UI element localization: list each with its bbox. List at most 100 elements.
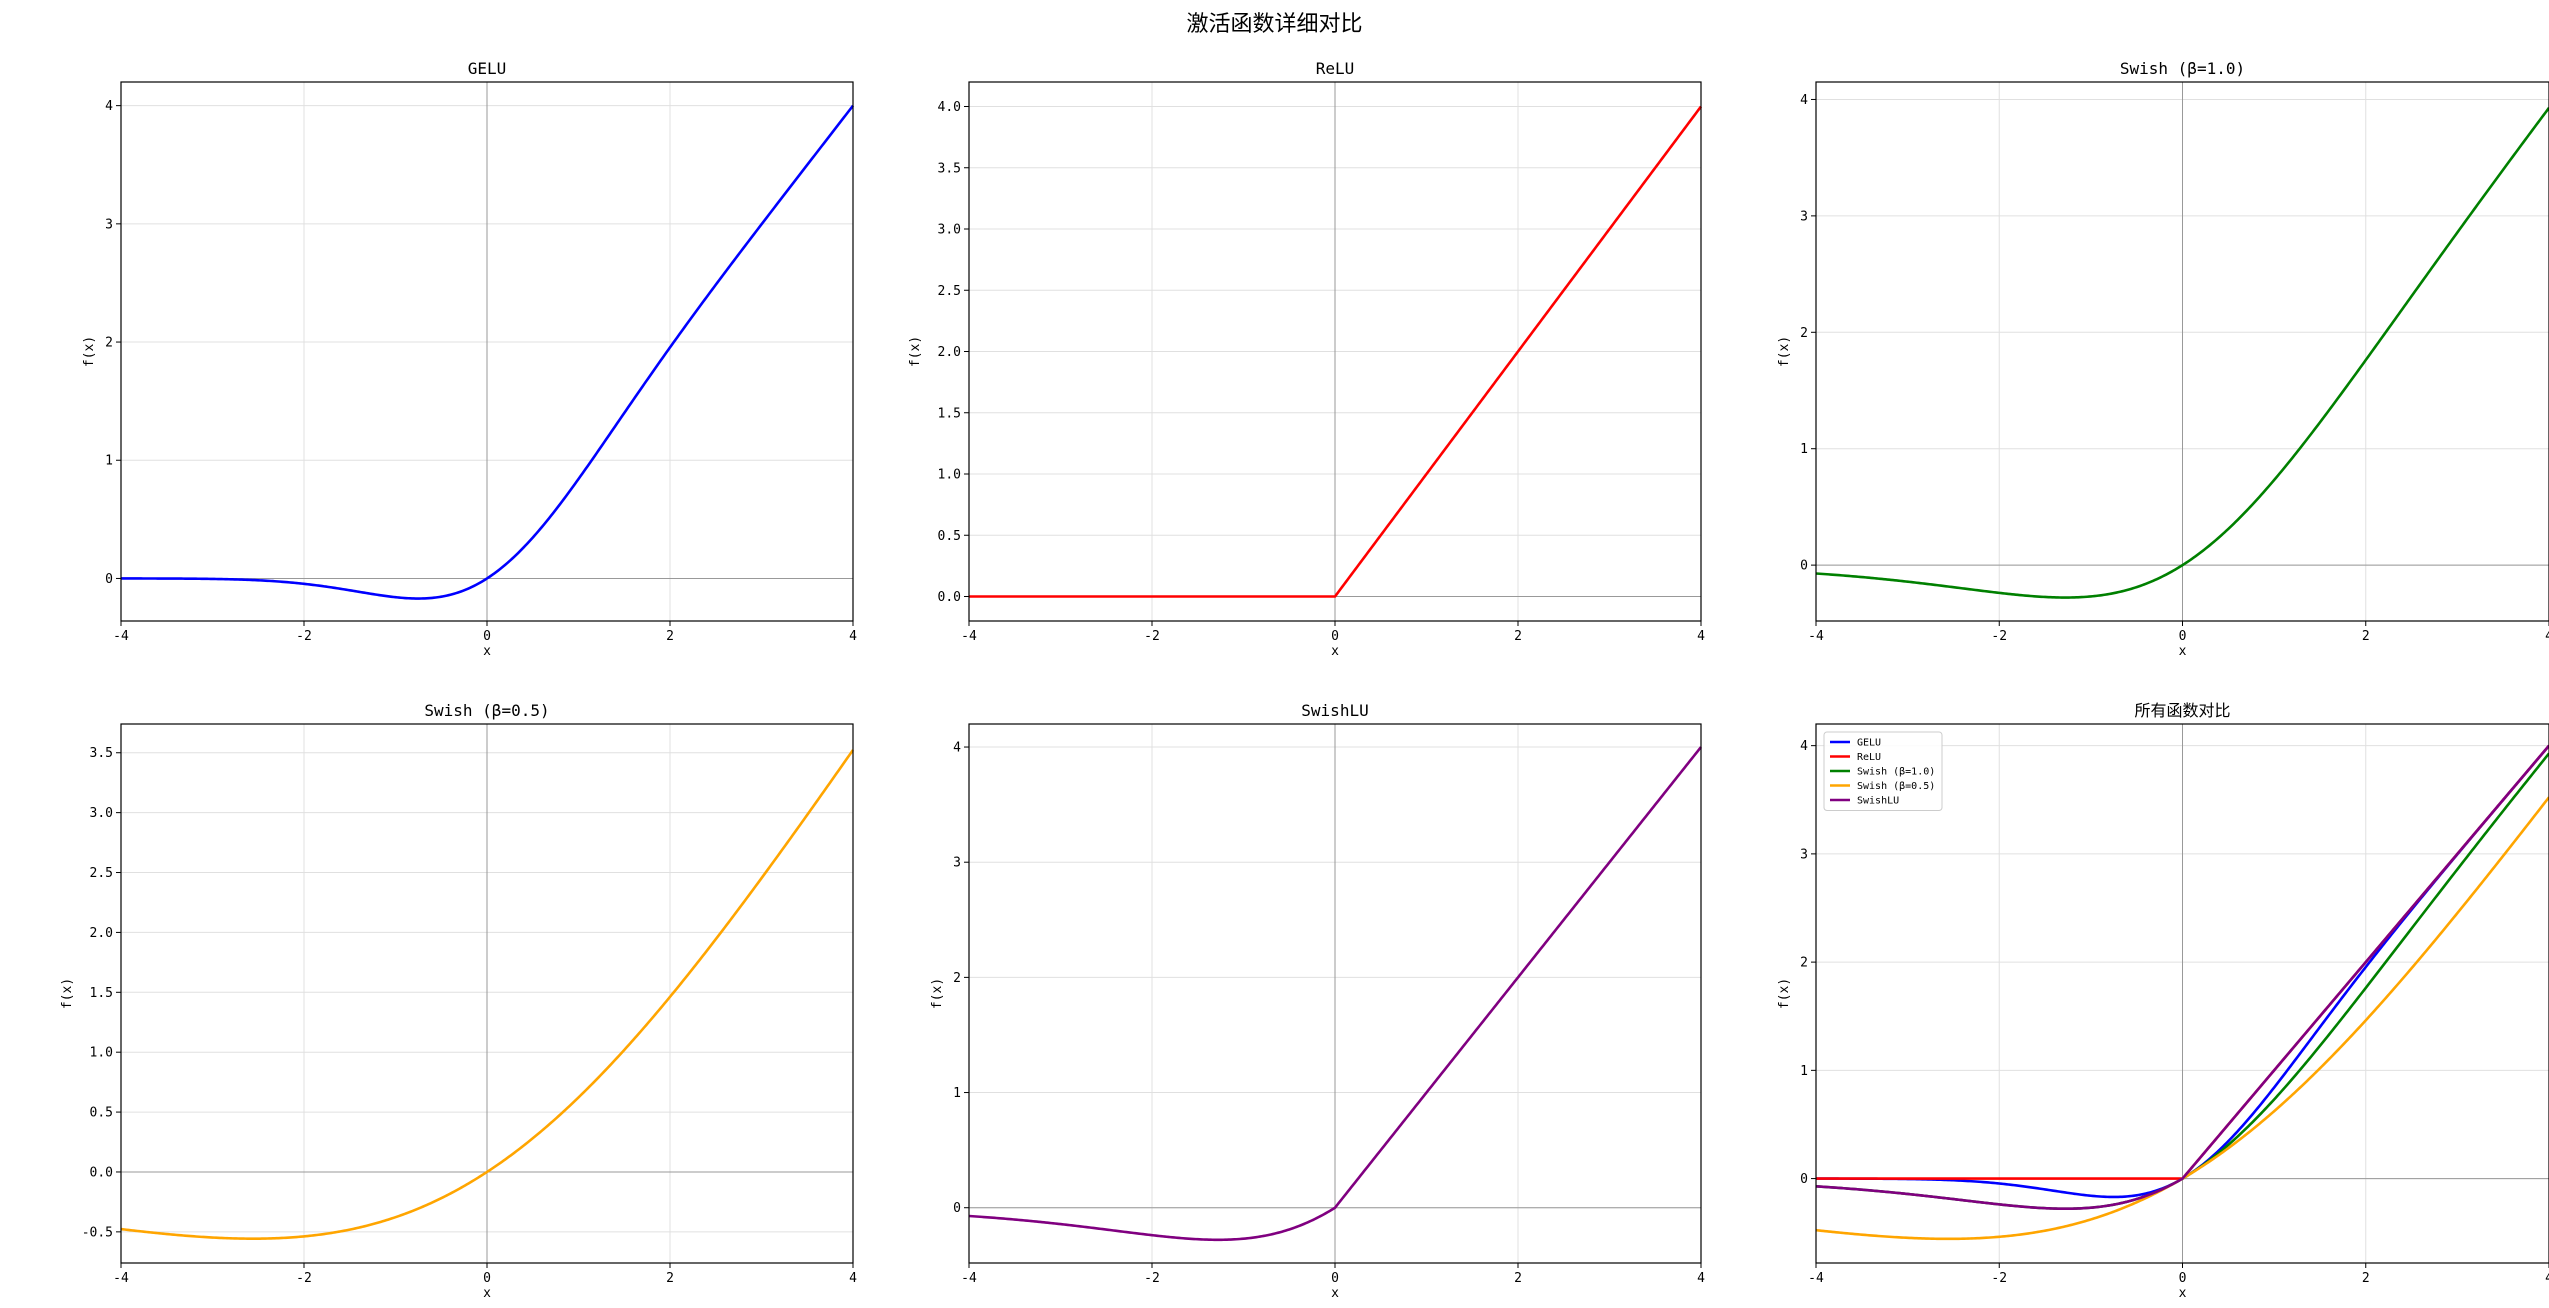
legend-label: Swish (β=1.0) [1857, 767, 1935, 778]
figure-title: 激活函数详细对比 [1186, 12, 1363, 37]
x-axis-label: x [1331, 644, 1339, 659]
x-tick-label: 0 [483, 1271, 491, 1286]
series-line-swishlu [1815, 744, 2549, 1211]
x-axis-label: x [483, 1286, 491, 1301]
x-tick-label: -4 [113, 629, 129, 644]
y-tick-label: 2 [953, 971, 961, 986]
x-tick-label: -4 [1808, 1271, 1824, 1286]
x-tick-label: -2 [296, 1271, 312, 1286]
y-tick-label: 0.0 [938, 590, 961, 605]
y-tick-label: 1 [105, 454, 113, 469]
y-tick-label: 4 [1800, 93, 1808, 108]
y-axis-label: f(x) [82, 336, 97, 367]
x-tick-label: 4 [849, 1271, 857, 1286]
chart-panel-5: -4 -2 0 2 4 0 1 2 3 4 SwishLU x f(x) [930, 701, 1705, 1301]
y-tick-label: 2.0 [938, 345, 961, 360]
x-tick-label: -4 [961, 629, 977, 644]
series-line-relu [969, 105, 1703, 598]
y-tick-label: 4.0 [938, 100, 961, 115]
x-tick-label: 0 [1331, 1271, 1339, 1286]
legend: GELU ReLU Swish (β=1.0) Swish (β=0.5) SwishL… [1823, 731, 1943, 811]
x-tick-label: 4 [2545, 629, 2549, 644]
x-tick-label: 0 [1331, 629, 1339, 644]
y-tick-label: 2 [105, 336, 113, 351]
x-tick-label: 4 [2545, 1271, 2549, 1286]
y-axis-label: f(x) [60, 978, 75, 1009]
x-tick-label: 0 [483, 629, 491, 644]
panel-title: Swish (β=0.5) [424, 701, 549, 720]
x-tick-label: 2 [1514, 629, 1522, 644]
x-tick-label: 2 [666, 1271, 674, 1286]
y-tick-label: 0 [1800, 559, 1808, 574]
panel-title: ReLU [1316, 59, 1355, 78]
panel-title: SwishLU [1301, 701, 1368, 720]
x-tick-label: -4 [113, 1271, 129, 1286]
series-line-swishlu [968, 746, 1703, 1242]
x-axis-label: x [1331, 1286, 1339, 1301]
chart-panel-1: -4 -2 0 2 4 0 1 2 3 4 GELU x f(x) [82, 59, 857, 659]
chart-panel-2: -4 -2 0 2 4 0.0 0.5 1.0 1.5 2.0 2.5 3.0 3.5 4.0 ReLU x f… [908, 59, 1705, 659]
x-tick-label: -2 [1144, 629, 1160, 644]
x-tick-label: -2 [296, 629, 312, 644]
chart-panel-6: -4 -2 0 2 4 0 1 2 3 4 所有函数对比 x f(x) GELU ReLU Swish (β=… [1777, 701, 2549, 1301]
legend-label: ReLU [1857, 752, 1881, 763]
y-tick-label: 3.5 [938, 161, 961, 176]
x-tick-label: 2 [2362, 1271, 2370, 1286]
y-tick-label: 2.5 [90, 866, 113, 881]
y-tick-label: 0 [1800, 1172, 1808, 1187]
y-tick-label: 1 [953, 1086, 961, 1101]
series-line-gelu [121, 104, 855, 600]
y-tick-label: 0.5 [90, 1106, 113, 1121]
x-tick-label: 0 [2179, 1271, 2187, 1286]
y-tick-label: 2 [1800, 326, 1808, 341]
x-tick-label: 4 [1697, 629, 1705, 644]
y-tick-label: 0 [105, 572, 113, 587]
y-tick-label: 2 [1800, 956, 1808, 971]
series-line-swish05 [120, 749, 855, 1240]
panel-title: GELU [468, 59, 507, 78]
y-tick-label: 1.5 [90, 986, 113, 1001]
chart-panel-3: -4 -2 0 2 4 0 1 2 3 4 Swish (β=1.0) x f(x) [1777, 59, 2549, 659]
y-tick-label: -0.5 [82, 1225, 113, 1240]
x-axis-label: x [2179, 1286, 2187, 1301]
x-tick-label: 2 [2362, 629, 2370, 644]
y-tick-label: 2.0 [90, 926, 113, 941]
y-tick-label: 3 [105, 217, 113, 232]
y-tick-label: 1 [1800, 1064, 1808, 1079]
series-line-swish1 [1815, 107, 2549, 599]
x-tick-label: -4 [961, 1271, 977, 1286]
x-tick-label: -2 [1991, 629, 2007, 644]
x-tick-label: 4 [1697, 1271, 1705, 1286]
y-tick-label: 4 [105, 99, 113, 114]
y-tick-label: 1.5 [938, 406, 961, 421]
y-tick-label: 3.0 [90, 806, 113, 821]
y-tick-label: 3 [1800, 847, 1808, 862]
y-tick-label: 1 [1800, 442, 1808, 457]
x-tick-label: 4 [849, 629, 857, 644]
y-tick-label: 3.5 [90, 746, 113, 761]
y-axis-label: f(x) [1777, 336, 1792, 367]
x-tick-label: -4 [1808, 629, 1824, 644]
y-tick-label: 1.0 [90, 1046, 113, 1061]
x-tick-label: 0 [2179, 629, 2187, 644]
legend-label: Swish (β=0.5) [1857, 781, 1935, 792]
y-axis-label: f(x) [930, 978, 945, 1009]
x-axis-label: x [2179, 644, 2187, 659]
legend-label: GELU [1857, 738, 1881, 749]
y-tick-label: 0 [953, 1201, 961, 1216]
y-tick-label: 4 [1800, 739, 1808, 754]
panel-title: Swish (β=1.0) [2120, 59, 2245, 78]
x-tick-label: 2 [666, 629, 674, 644]
y-tick-label: 2.5 [938, 284, 961, 299]
y-tick-label: 0.0 [90, 1165, 113, 1180]
y-tick-label: 3.0 [938, 223, 961, 238]
x-tick-label: 2 [1514, 1271, 1522, 1286]
panel-title: 所有函数对比 [2134, 701, 2230, 720]
y-tick-label: 1.0 [938, 468, 961, 483]
x-tick-label: -2 [1991, 1271, 2007, 1286]
legend-label: SwishLU [1857, 796, 1899, 807]
y-tick-label: 0.5 [938, 529, 961, 544]
y-axis-label: f(x) [1777, 978, 1792, 1009]
legend-box [1823, 731, 1943, 811]
